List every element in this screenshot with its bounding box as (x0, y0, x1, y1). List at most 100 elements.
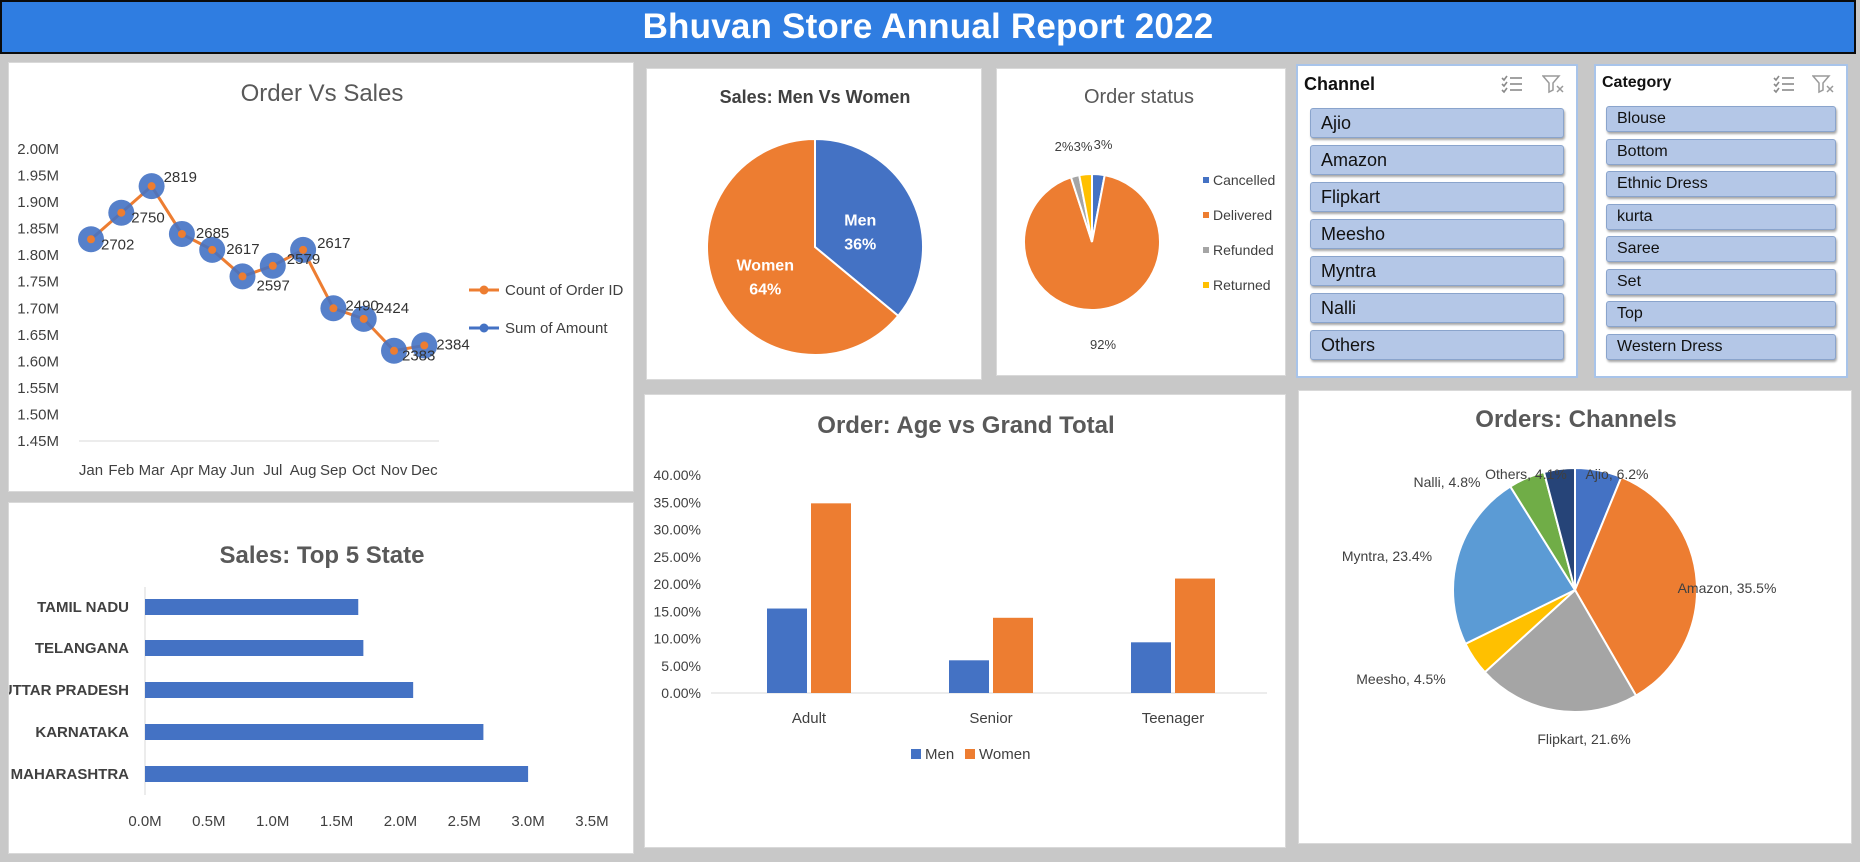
category-label: UTTAR PRADESH (9, 682, 129, 699)
slicer-item-bottom[interactable]: Bottom (1606, 138, 1836, 165)
legend-label: Refunded (1213, 242, 1274, 258)
count-of-order-id-marker (420, 341, 429, 350)
slice-value: 2% (1055, 139, 1074, 154)
count-of-order-id-marker (359, 314, 368, 323)
count-of-order-id-marker (208, 245, 217, 254)
count-of-order-id-marker (268, 261, 277, 270)
count-of-order-id-marker (329, 304, 338, 313)
slicer-item-amazon[interactable]: Amazon (1310, 145, 1564, 175)
x-tick-label: 3.5M (575, 813, 608, 830)
data-label: 2424 (376, 300, 409, 317)
slicer-item-set[interactable]: Set (1606, 268, 1836, 295)
y-tick-label: 1.95M (17, 168, 59, 185)
bar (145, 682, 414, 698)
slicer-item-nalli[interactable]: Nalli (1310, 293, 1564, 323)
category-label: TAMIL NADU (37, 599, 129, 616)
bar (145, 724, 484, 740)
chart-title: Order status (1084, 86, 1194, 108)
top5-state-chart: Sales: Top 5 State TAMIL NADU TELANGANA UTT… (9, 542, 609, 830)
slicer-item-top[interactable]: Top (1606, 301, 1836, 327)
slice-label: Nalli, 4.8% (1414, 474, 1481, 490)
age-vs-total-chart: Order: Age vs Grand Total 40.00% 35.00% 30.… (654, 412, 1267, 763)
y-tick-label: 5.00% (661, 658, 701, 674)
count-of-order-id-marker (117, 208, 126, 217)
data-label: 2383 (402, 348, 435, 365)
data-label: 2490 (345, 297, 378, 314)
slicer-item-ethnic-dress[interactable]: Ethnic Dress (1606, 171, 1836, 197)
count-of-order-id-marker (390, 346, 398, 355)
pie-slice (706, 137, 900, 356)
category-slicer-header: Category (1602, 72, 1840, 96)
y-tick-label: 20.00% (654, 576, 701, 592)
chart-title: Sales: Men Vs Women (720, 87, 911, 107)
slicer-item-flipkart[interactable]: Flipkart (1310, 182, 1564, 212)
slice-label: Flipkart, 21.6% (1537, 731, 1630, 747)
order-vs-sales-panel: Order Vs Sales 2.00M 1.95M 1.90M 1.85M 1.80M 1… (8, 62, 634, 492)
data-label: 2685 (196, 225, 229, 242)
y-tick-label: 1.60M (17, 353, 59, 370)
data-label: 2597 (257, 277, 290, 294)
pie-slice (1023, 174, 1161, 311)
x-tick-label: May (198, 462, 227, 479)
y-tick-label: 1.55M (17, 380, 59, 397)
chart-title: Order: Age vs Grand Total (817, 412, 1114, 439)
x-tick-label: Jun (230, 462, 254, 479)
data-label: 2819 (164, 169, 197, 186)
multi-select-icon[interactable] (1772, 74, 1796, 94)
legend-marker (479, 285, 489, 295)
y-tick-label: 35.00% (654, 494, 701, 510)
x-tick-label: 0.0M (128, 813, 161, 830)
clear-filter-icon[interactable] (1812, 74, 1836, 94)
bar (145, 640, 364, 656)
legend-swatch (1203, 282, 1209, 288)
x-tick-label: 1.0M (256, 813, 289, 830)
legend-swatch (1203, 247, 1209, 253)
order-status-panel: Order status 3% 92% 2% 3% Cancelled Delivered R… (996, 68, 1286, 376)
slicer-item-myntra[interactable]: Myntra (1310, 256, 1564, 286)
x-tick-label: 2.5M (448, 813, 481, 830)
channel-slicer: Channel Ajio Amazon Flipkart Meesho Myntra Na… (1296, 64, 1578, 378)
clear-filter-icon[interactable] (1542, 74, 1566, 94)
slice-value: 3% (1074, 139, 1093, 154)
bar (145, 766, 529, 782)
slicer-item-saree[interactable]: Saree (1606, 236, 1836, 262)
bar-men (1131, 642, 1171, 693)
y-tick-label: 15.00% (654, 603, 701, 619)
men-women-chart: Sales: Men Vs Women Men 36% Women 64% (706, 87, 924, 356)
multi-select-icon[interactable] (1500, 74, 1524, 94)
legend-label: Cancelled (1213, 172, 1275, 188)
y-tick-label: 1.45M (17, 433, 59, 450)
slice-label: Others, 4.1% (1485, 466, 1567, 482)
slicer-item-blouse[interactable]: Blouse (1606, 106, 1836, 132)
slicer-item-ajio[interactable]: Ajio (1310, 108, 1564, 138)
y-tick-label: 1.75M (17, 274, 59, 291)
slice-value: 92% (1090, 337, 1116, 352)
legend-label: Men (925, 746, 954, 763)
report-banner: Bhuvan Store Annual Report 2022 (0, 0, 1856, 54)
slicer-item-meesho[interactable]: Meesho (1310, 219, 1564, 249)
category-label: MAHARASHTRA (11, 766, 129, 783)
legend-swatch (965, 749, 975, 759)
slicer-item-others[interactable]: Others (1310, 330, 1564, 360)
count-of-order-id-marker (147, 182, 156, 191)
y-tick-label: 10.00% (654, 631, 701, 647)
men-women-panel: Sales: Men Vs Women Men 36% Women 64% (646, 68, 982, 380)
report-title: Bhuvan Store Annual Report 2022 (642, 7, 1214, 46)
legend-label: Returned (1213, 277, 1271, 293)
category-slicer-title: Category (1602, 74, 1672, 91)
legend-swatch (911, 749, 921, 759)
x-tick-label: 2.0M (384, 813, 417, 830)
slicer-item-kurta[interactable]: kurta (1606, 203, 1836, 230)
legend-label: Sum of Amount (505, 320, 608, 337)
channel-slicer-title: Channel (1304, 74, 1376, 94)
x-tick-label: Mar (139, 462, 165, 479)
slicer-item-western-dress[interactable]: Western Dress (1606, 333, 1836, 360)
data-label: 2617 (226, 241, 259, 258)
x-tick-label: Sep (320, 462, 347, 479)
bar-men (949, 660, 989, 693)
orders-channels-panel: Orders: Channels Ajio, 6.2% Amazon, 35.5% F… (1298, 390, 1852, 844)
y-tick-label: 1.65M (17, 327, 59, 344)
pie-slice (814, 137, 924, 318)
x-tick-label: Jul (263, 462, 282, 479)
